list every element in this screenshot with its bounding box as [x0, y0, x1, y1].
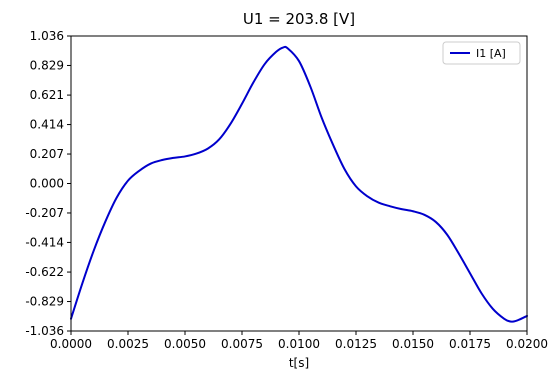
- y-axis: 1.036 0.829 0.621 0.414 0.207 0.000 -0.207 -0.4…: [25, 29, 71, 338]
- y-tick-label: 0.621: [30, 88, 64, 102]
- y-tick-label: 0.414: [30, 118, 64, 132]
- chart-title: U1 = 203.8 [V]: [243, 10, 355, 28]
- y-tick-label: -0.622: [25, 265, 64, 279]
- legend-box: [442, 41, 521, 65]
- x-tick-label: 0.0125: [335, 337, 377, 351]
- x-tick-label: 0.0175: [449, 337, 491, 351]
- x-tick-label: 0.0075: [221, 337, 263, 351]
- x-tick-label: 0.0100: [278, 337, 320, 351]
- x-tick-label: 0.0200: [506, 337, 548, 351]
- plot-frame: [70, 35, 528, 332]
- y-tick-label: -0.414: [25, 235, 64, 249]
- y-tick-label: 1.036: [30, 29, 64, 43]
- y-tick-label: -0.829: [25, 295, 64, 309]
- x-axis: 0.0000 0.0025 0.0050 0.0075 0.0100 0.0125 0.01…: [50, 331, 548, 351]
- legend: I1 [A]: [442, 41, 521, 65]
- y-tick-label: -1.036: [25, 324, 64, 338]
- x-tick-label: 0.0000: [50, 337, 92, 351]
- y-tick-label: 0.829: [30, 58, 64, 72]
- series-line-i1: [70, 45, 528, 323]
- x-tick-label: 0.0150: [392, 337, 434, 351]
- x-axis-label: t[s]: [289, 356, 309, 370]
- x-tick-label: 0.0050: [164, 337, 206, 351]
- y-tick-label: -0.207: [25, 206, 64, 220]
- y-tick-label: 0.000: [30, 177, 64, 191]
- x-tick-label: 0.0025: [107, 337, 149, 351]
- legend-label-i1: I1 [A]: [476, 47, 506, 60]
- y-tick-label: 0.207: [30, 147, 64, 161]
